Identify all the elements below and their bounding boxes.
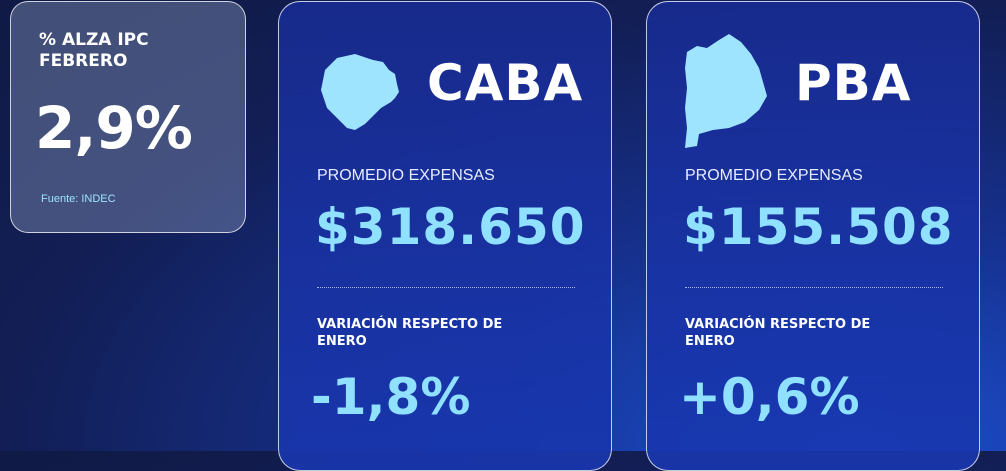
pba-var-label: VARIACIÓN RESPECTO DE ENERO [685,317,871,349]
pba-divider [685,287,943,288]
caba-var-value: -1,8% [311,368,471,426]
caba-name: CABA [427,54,584,112]
pba-card: PBA PROMEDIO EXPENSAS $155.508 VARIACIÓN… [646,1,980,471]
ipc-title: % ALZA IPC FEBRERO [39,30,149,71]
pba-map-icon [685,34,767,148]
ipc-card: % ALZA IPC FEBRERO 2,9% Fuente: INDEC [10,1,246,233]
caba-map-icon [321,54,399,130]
pba-var-value: +0,6% [679,368,860,426]
ipc-value: 2,9% [35,94,193,162]
caba-avg-value: $318.650 [315,198,586,256]
pba-avg-value: $155.508 [683,198,954,256]
pba-name: PBA [795,54,912,112]
ipc-source: Fuente: INDEC [41,193,116,205]
pba-avg-label: PROMEDIO EXPENSAS [685,167,863,184]
caba-avg-label: PROMEDIO EXPENSAS [317,167,495,184]
caba-var-label: VARIACIÓN RESPECTO DE ENERO [317,317,503,349]
caba-divider [317,287,575,288]
caba-card: CABA PROMEDIO EXPENSAS $318.650 VARIACIÓ… [278,1,612,471]
